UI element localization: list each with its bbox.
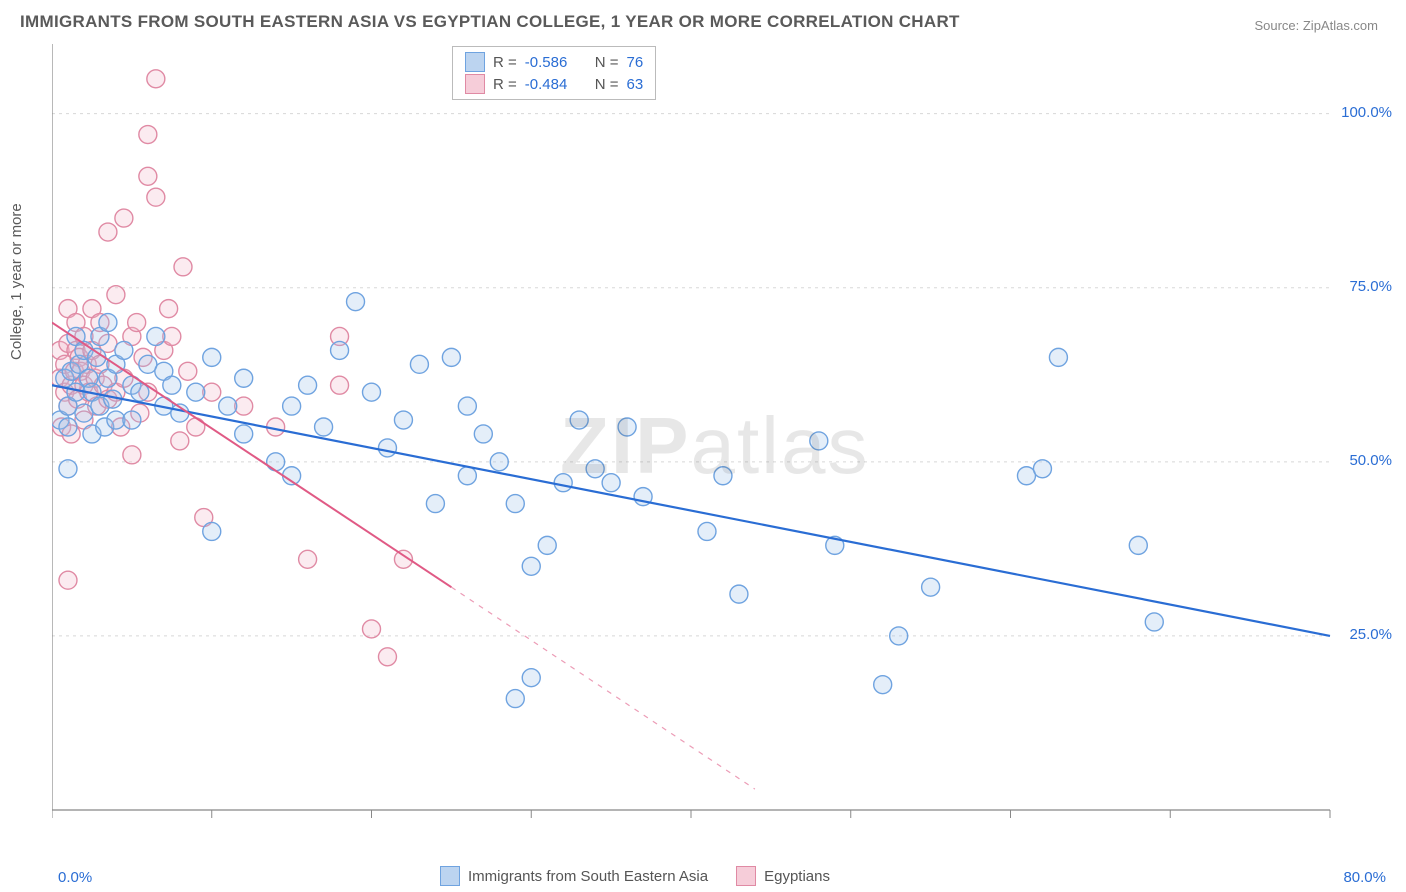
y-axis-label: College, 1 year or more [8, 203, 25, 360]
y-tick-label: 75.0% [1349, 278, 1392, 295]
correlation-legend: R = -0.586 N = 76 R = -0.484 N = 63 [452, 46, 656, 100]
scatter-plot [52, 44, 1372, 834]
correlation-row-series2: R = -0.484 N = 63 [465, 73, 643, 95]
legend-item-series2: Egyptians [736, 866, 830, 886]
correlation-row-series1: R = -0.586 N = 76 [465, 51, 643, 73]
swatch-series2 [736, 866, 756, 886]
y-tick-label: 50.0% [1349, 452, 1392, 469]
legend-label-series2: Egyptians [764, 868, 830, 885]
n-value-series2: 63 [627, 76, 644, 93]
swatch-series2 [465, 74, 485, 94]
r-label: R = [493, 54, 517, 71]
chart-area [52, 44, 1372, 834]
chart-title: IMMIGRANTS FROM SOUTH EASTERN ASIA VS EG… [20, 12, 960, 32]
legend-label-series1: Immigrants from South Eastern Asia [468, 868, 708, 885]
r-value-series1: -0.586 [525, 54, 577, 71]
source-link[interactable]: ZipAtlas.com [1303, 18, 1378, 33]
n-label: N = [595, 76, 619, 93]
r-label: R = [493, 76, 517, 93]
legend-item-series1: Immigrants from South Eastern Asia [440, 866, 708, 886]
r-value-series2: -0.484 [525, 76, 577, 93]
swatch-series1 [440, 866, 460, 886]
n-label: N = [595, 54, 619, 71]
x-axis-max-label: 80.0% [1343, 869, 1386, 886]
n-value-series1: 76 [627, 54, 644, 71]
swatch-series1 [465, 52, 485, 72]
series-legend: Immigrants from South Eastern Asia Egypt… [440, 866, 830, 886]
y-tick-label: 100.0% [1341, 104, 1392, 121]
source-prefix: Source: [1254, 18, 1302, 33]
x-axis-min-label: 0.0% [58, 869, 92, 886]
source-attribution: Source: ZipAtlas.com [1254, 18, 1378, 33]
y-tick-label: 25.0% [1349, 626, 1392, 643]
